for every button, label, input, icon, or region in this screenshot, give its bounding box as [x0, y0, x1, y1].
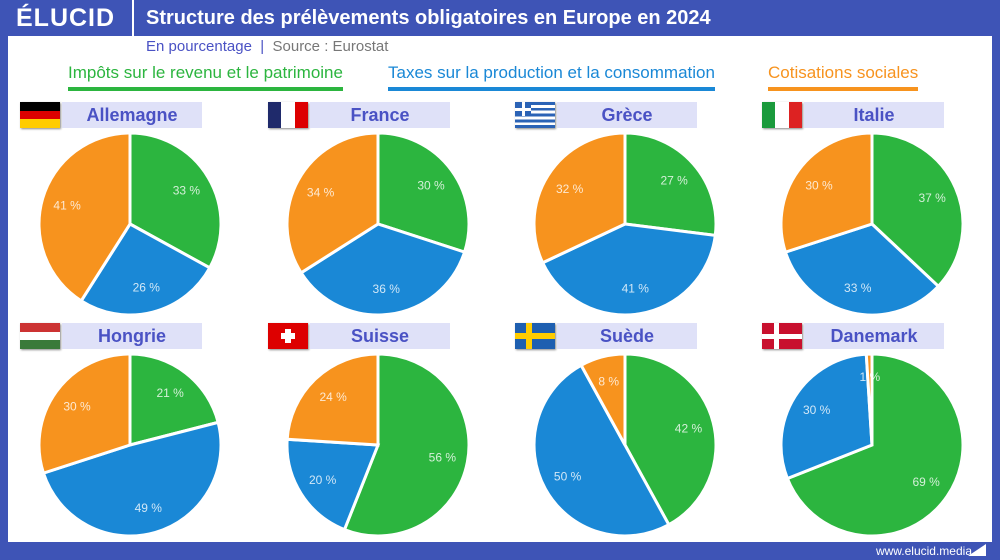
slice-production: [299, 222, 467, 317]
elucid-logo: ÉLUCID: [16, 4, 116, 32]
slice-income: [623, 131, 718, 238]
label-social: 32 %: [556, 182, 584, 196]
flag-denmark-icon: [762, 323, 802, 349]
label-income: 33 %: [173, 184, 201, 198]
unit-label: En pourcentage: [146, 38, 252, 55]
slice-social: [579, 352, 627, 446]
country-name: Danemark: [804, 323, 944, 349]
label-income: 56 %: [429, 450, 457, 464]
flag-france-icon: [268, 102, 308, 128]
slice-production: [779, 352, 874, 481]
slice-income: [128, 352, 220, 447]
country-name: France: [310, 102, 450, 128]
slice-production: [783, 222, 941, 317]
slice-income: [785, 352, 965, 538]
flag-italy-icon: [762, 102, 802, 128]
legend-social-contributions: Cotisations sociales: [768, 63, 919, 91]
slice-income: [870, 131, 965, 289]
flag-switzerland-icon: [268, 323, 308, 349]
legend-income-tax: Impôts sur le revenu et le patrimoine: [68, 63, 343, 91]
source-label: Source : Eurostat: [272, 38, 389, 55]
country-header: Suisse: [268, 321, 506, 351]
label-production: 20 %: [309, 473, 337, 487]
slice-social: [864, 352, 874, 446]
flag-greece-icon: [515, 102, 555, 128]
flag-sweden-icon: [515, 323, 555, 349]
label-income: 21 %: [156, 386, 184, 400]
slice-social: [285, 131, 380, 275]
country-header: Grèce: [515, 100, 753, 130]
country-name: Suisse: [310, 323, 450, 349]
country-name: Suède: [557, 323, 697, 349]
flag-germany-icon: [20, 102, 60, 128]
slice-income: [623, 352, 718, 527]
country-name: Allemagne: [62, 102, 202, 128]
country-name: Italie: [804, 102, 944, 128]
flag-hungary-icon: [20, 323, 60, 349]
label-income: 69 %: [913, 475, 941, 489]
legend-production-tax: Taxes sur la production et la consommati…: [388, 63, 715, 91]
label-income: 42 %: [675, 422, 703, 436]
slice-production: [532, 363, 671, 538]
slice-income: [128, 131, 223, 270]
subtitle: En pourcentage | Source : Eurostat: [146, 38, 389, 55]
header-divider: [132, 0, 134, 36]
label-production: 30 %: [803, 403, 831, 417]
label-social: 24 %: [319, 390, 347, 404]
slice-social: [37, 131, 132, 303]
chart-title: Structure des prélèvements obligatoires …: [146, 7, 711, 29]
slice-production: [540, 222, 717, 317]
slice-social: [37, 352, 132, 476]
country-header: Suède: [515, 321, 753, 351]
label-social: 34 %: [307, 185, 335, 199]
label-social: 8 %: [598, 375, 619, 389]
slice-social: [779, 131, 874, 255]
slice-income: [376, 131, 471, 255]
label-income: 37 %: [918, 191, 946, 205]
label-social: 1 %: [860, 370, 881, 384]
slice-production: [285, 437, 381, 532]
label-production: 26 %: [133, 280, 161, 294]
label-production: 36 %: [373, 282, 401, 296]
country-header: Danemark: [762, 321, 1000, 351]
slice-production: [79, 222, 212, 317]
country-name: Grèce: [557, 102, 697, 128]
country-header: Allemagne: [20, 100, 258, 130]
slice-social: [532, 131, 627, 265]
elucid-mark-icon: [968, 544, 986, 556]
country-name: Hongrie: [62, 323, 202, 349]
label-production: 50 %: [554, 470, 582, 484]
label-social: 30 %: [63, 399, 91, 413]
footer-url[interactable]: www.elucid.media: [875, 544, 972, 558]
label-production: 41 %: [622, 282, 650, 296]
label-social: 30 %: [805, 178, 833, 192]
country-header: France: [268, 100, 506, 130]
slice-social: [285, 352, 380, 447]
slice-income: [342, 352, 471, 538]
country-header: Italie: [762, 100, 1000, 130]
label-social: 41 %: [53, 199, 81, 213]
slice-production: [41, 420, 223, 538]
label-income: 30 %: [417, 178, 445, 192]
label-production: 49 %: [135, 501, 163, 515]
country-header: Hongrie: [20, 321, 258, 351]
label-production: 33 %: [844, 281, 872, 295]
label-income: 27 %: [660, 174, 688, 188]
